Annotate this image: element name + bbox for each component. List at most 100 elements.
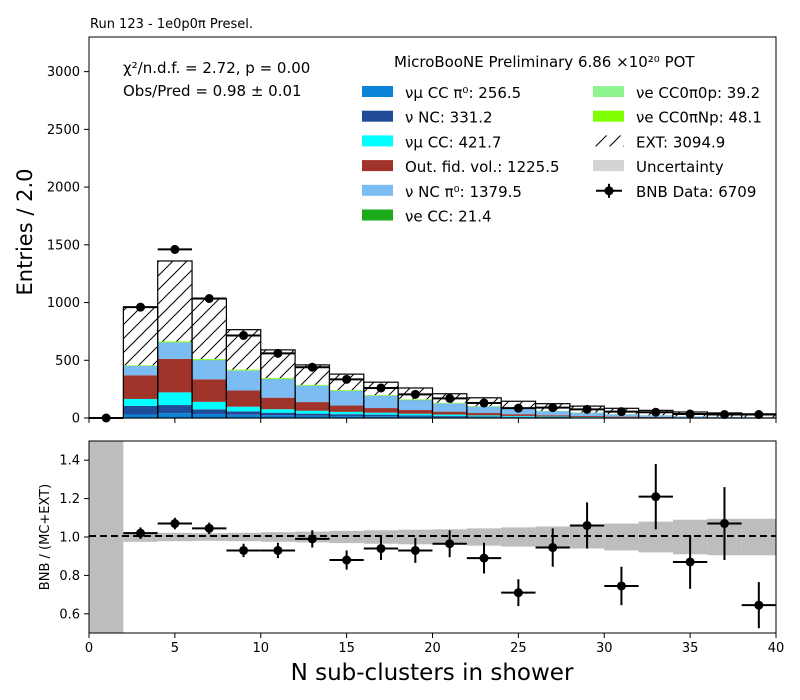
- legend-label: BNB Data: 6709: [636, 183, 756, 201]
- stack-bar: [192, 413, 227, 418]
- stack-bar: [363, 395, 399, 409]
- stack-bar: [157, 392, 193, 406]
- stack-bar: [363, 414, 399, 417]
- stack-bar: [432, 411, 467, 415]
- ratio-x-ticks: 0 5 10 15 20 25 30 35 40: [85, 633, 784, 656]
- stack-bar: [123, 398, 158, 406]
- stack-bar: [398, 416, 433, 418]
- legend-label: EXT: 3094.9: [636, 133, 725, 151]
- data-point: [719, 410, 729, 420]
- stack-bar: [466, 406, 502, 414]
- stack-bar: [329, 405, 364, 412]
- stack-bar: [123, 405, 158, 415]
- stack-bar: [569, 416, 605, 417]
- data-point: [445, 393, 455, 403]
- stack-bar: [329, 411, 364, 415]
- ratio-panel: 0 5 10 15 20 25 30 35 40 0.6 0.8 1.0 1.2 1.4 BNB / (…: [38, 440, 784, 686]
- legend-swatch: [593, 135, 624, 147]
- preliminary-label: MicroBooNE Preliminary 6.86 ×10²⁰ POT: [394, 53, 695, 71]
- band-segment: [466, 528, 502, 546]
- legend-swatch: [362, 160, 393, 172]
- stack-bar: [329, 391, 364, 406]
- stack-bar: [226, 370, 261, 391]
- stack-bar: [432, 414, 467, 416]
- y-tick-label: 3000: [47, 65, 80, 80]
- y-tick-label: 0.6: [59, 607, 80, 622]
- stack-bar: [157, 342, 193, 359]
- y-tick-label: 500: [55, 354, 80, 369]
- ratio-point: [479, 553, 489, 563]
- data-point: [307, 362, 317, 372]
- legend: νμ CC π⁰: 256.5 ν NC: 331.2 νμ CC: 421.7 Ou…: [362, 84, 762, 226]
- ratio-points: [123, 464, 776, 629]
- legend-label: νe CC: 21.4: [405, 208, 492, 226]
- stack-bar: [123, 366, 158, 376]
- ratio-point: [513, 588, 523, 598]
- stack-bar: [501, 414, 536, 416]
- stack-bar: [363, 416, 399, 418]
- data-point: [410, 389, 420, 399]
- stack-bar: [604, 416, 639, 418]
- ratio-point: [445, 539, 455, 549]
- chi2-annotation: χ²/n.d.f. = 2.72, p = 0.00: [123, 59, 310, 77]
- x-tick-label: 10: [252, 641, 269, 656]
- x-tick-label: 20: [424, 641, 441, 656]
- stack-bar: [466, 416, 502, 418]
- stack-bar: [260, 397, 296, 410]
- data-point: [582, 404, 592, 414]
- legend-label: ν NC: 331.2: [405, 109, 493, 127]
- stack-bar: [432, 403, 467, 412]
- ratio-y-axis-label: BNB / (MC+EXT): [38, 484, 53, 590]
- ratio-point: [204, 523, 214, 533]
- stack-bar: [398, 400, 433, 411]
- legend-swatch: [362, 110, 393, 122]
- stack-bar: [260, 379, 296, 398]
- y-tick-label: 1.2: [59, 492, 80, 507]
- stack-bar: [192, 360, 227, 380]
- legend-label: νμ CC: 421.7: [405, 133, 501, 151]
- stack-bar: [295, 410, 330, 414]
- legend-label: νe CC0πNp: 48.1: [636, 109, 762, 127]
- stack-bar: [295, 364, 330, 385]
- ratio-point: [410, 545, 420, 555]
- x-tick-label: 15: [338, 641, 355, 656]
- stack-bar: [295, 413, 330, 416]
- run-label: Run 123 - 1e0p0π Presel.: [90, 17, 253, 32]
- ratio-y-ticks: 0.6 0.8 1.0 1.2 1.4: [59, 454, 89, 622]
- stack-bar: [329, 414, 364, 417]
- data-point: [170, 244, 180, 254]
- x-tick-label: 30: [596, 641, 613, 656]
- stack-bar: [192, 359, 227, 360]
- ratio-point: [719, 519, 729, 529]
- legend-label: ν NC π⁰: 1379.5: [405, 183, 522, 201]
- ratio-point: [342, 555, 352, 565]
- stack-bar: [123, 307, 158, 366]
- ratio-axes-frame: [88, 440, 777, 634]
- ratio-point: [582, 520, 592, 530]
- y-tick-label: 0: [72, 412, 80, 427]
- stack-bar: [260, 412, 296, 416]
- main-panel: 0 500 1000 1500 2000 2500 3000 χ²/n.d.f. = 2.7…: [13, 36, 777, 427]
- legend-swatch: [593, 110, 624, 122]
- stack-bar: [226, 390, 261, 407]
- y-tick-label: 0.8: [59, 569, 80, 584]
- band-segment: [398, 529, 433, 545]
- main-y-ticks: 0 500 1000 1500 2000 2500 3000: [47, 65, 89, 427]
- stack-bar: [226, 411, 261, 415]
- stack-bar: [226, 369, 261, 371]
- stack-bar: [501, 416, 536, 418]
- stack-bar: [501, 415, 536, 417]
- band-segment: [192, 533, 227, 541]
- stack-bar: [260, 415, 296, 418]
- stack-bar: [157, 358, 193, 393]
- stack-bar: [295, 415, 330, 418]
- legend-swatch: [362, 184, 393, 196]
- x-axis-label: N sub-clusters in shower: [291, 660, 574, 686]
- main-y-axis-label: Entries / 2.0: [13, 169, 37, 296]
- ratio-point: [307, 534, 317, 544]
- data-point: [651, 407, 661, 417]
- stack-bar: [123, 414, 158, 418]
- stack-bar: [192, 409, 227, 414]
- y-tick-label: 1.4: [59, 454, 80, 469]
